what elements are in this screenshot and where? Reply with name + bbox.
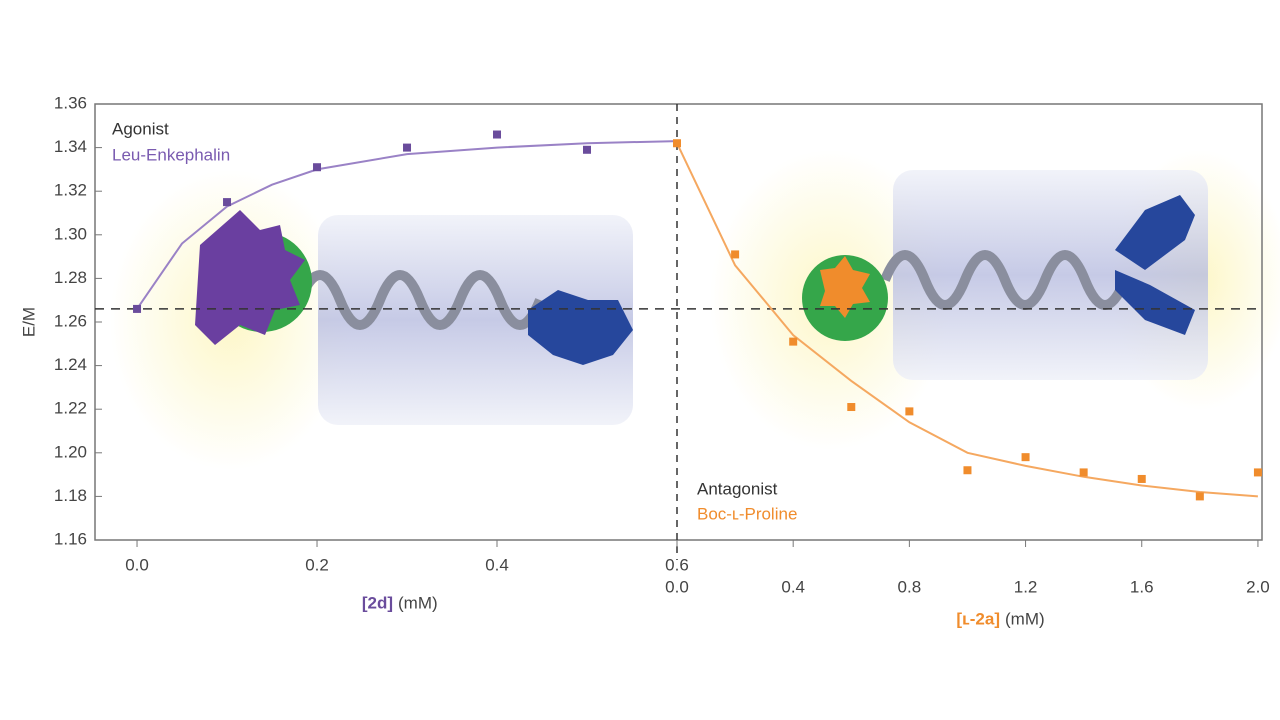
y-tick-label: 1.34 bbox=[54, 137, 87, 156]
data-point bbox=[905, 407, 914, 416]
y-tick-label: 1.26 bbox=[54, 311, 87, 330]
annotation: Leu-Enkephalin bbox=[112, 145, 230, 164]
x-tick-label: 0.4 bbox=[485, 555, 509, 574]
x-axis-label: (mM) bbox=[398, 593, 438, 612]
data-point bbox=[673, 139, 681, 148]
x-tick-label: 0.0 bbox=[125, 555, 149, 574]
y-tick-label: 1.36 bbox=[54, 93, 87, 112]
x-axis-label: [ʟ-2a] bbox=[956, 609, 1000, 628]
data-point bbox=[1021, 453, 1030, 462]
y-tick-label: 1.28 bbox=[54, 268, 87, 287]
data-point bbox=[493, 130, 502, 139]
fit-line bbox=[676, 142, 1258, 498]
y-tick-label: 1.30 bbox=[54, 224, 87, 243]
y-tick-label: 1.20 bbox=[54, 442, 87, 461]
x-axis-label: (mM) bbox=[1005, 609, 1045, 628]
data-point bbox=[1137, 474, 1146, 483]
annotation: Agonist bbox=[112, 119, 169, 138]
x-tick-label: 1.6 bbox=[1130, 577, 1154, 596]
x-tick-label: 2.0 bbox=[1246, 577, 1270, 596]
x-tick-label: 0.2 bbox=[305, 555, 329, 574]
data-point bbox=[583, 145, 592, 154]
data-point bbox=[403, 143, 412, 152]
illustration bbox=[110, 150, 1280, 470]
x-tick-label: 1.2 bbox=[1014, 577, 1038, 596]
data-point bbox=[1195, 492, 1204, 501]
y-axis-label: E/M bbox=[19, 307, 38, 337]
y-tick-label: 1.16 bbox=[54, 529, 87, 548]
data-point bbox=[313, 163, 322, 172]
data-point bbox=[789, 337, 798, 346]
y-tick-label: 1.18 bbox=[54, 486, 87, 505]
data-point bbox=[223, 198, 232, 207]
data-point bbox=[847, 403, 856, 412]
annotation: Boc-ʟ-Proline bbox=[697, 504, 797, 523]
x-tick-label: 0.8 bbox=[898, 577, 922, 596]
x-axis-label: [2d] bbox=[362, 593, 393, 612]
x-tick-label: 0.4 bbox=[781, 577, 805, 596]
data-point bbox=[1253, 468, 1262, 477]
data-point bbox=[1079, 468, 1088, 477]
data-point bbox=[731, 250, 740, 259]
x-tick-label: 0.0 bbox=[665, 577, 689, 596]
y-tick-label: 1.22 bbox=[54, 399, 87, 418]
data-point bbox=[963, 466, 972, 475]
y-tick-label: 1.24 bbox=[54, 355, 87, 374]
y-tick-label: 1.32 bbox=[54, 181, 87, 200]
data-point bbox=[133, 304, 142, 313]
annotation: Antagonist bbox=[697, 479, 778, 498]
x-tick-label: 0.6 bbox=[665, 555, 689, 574]
